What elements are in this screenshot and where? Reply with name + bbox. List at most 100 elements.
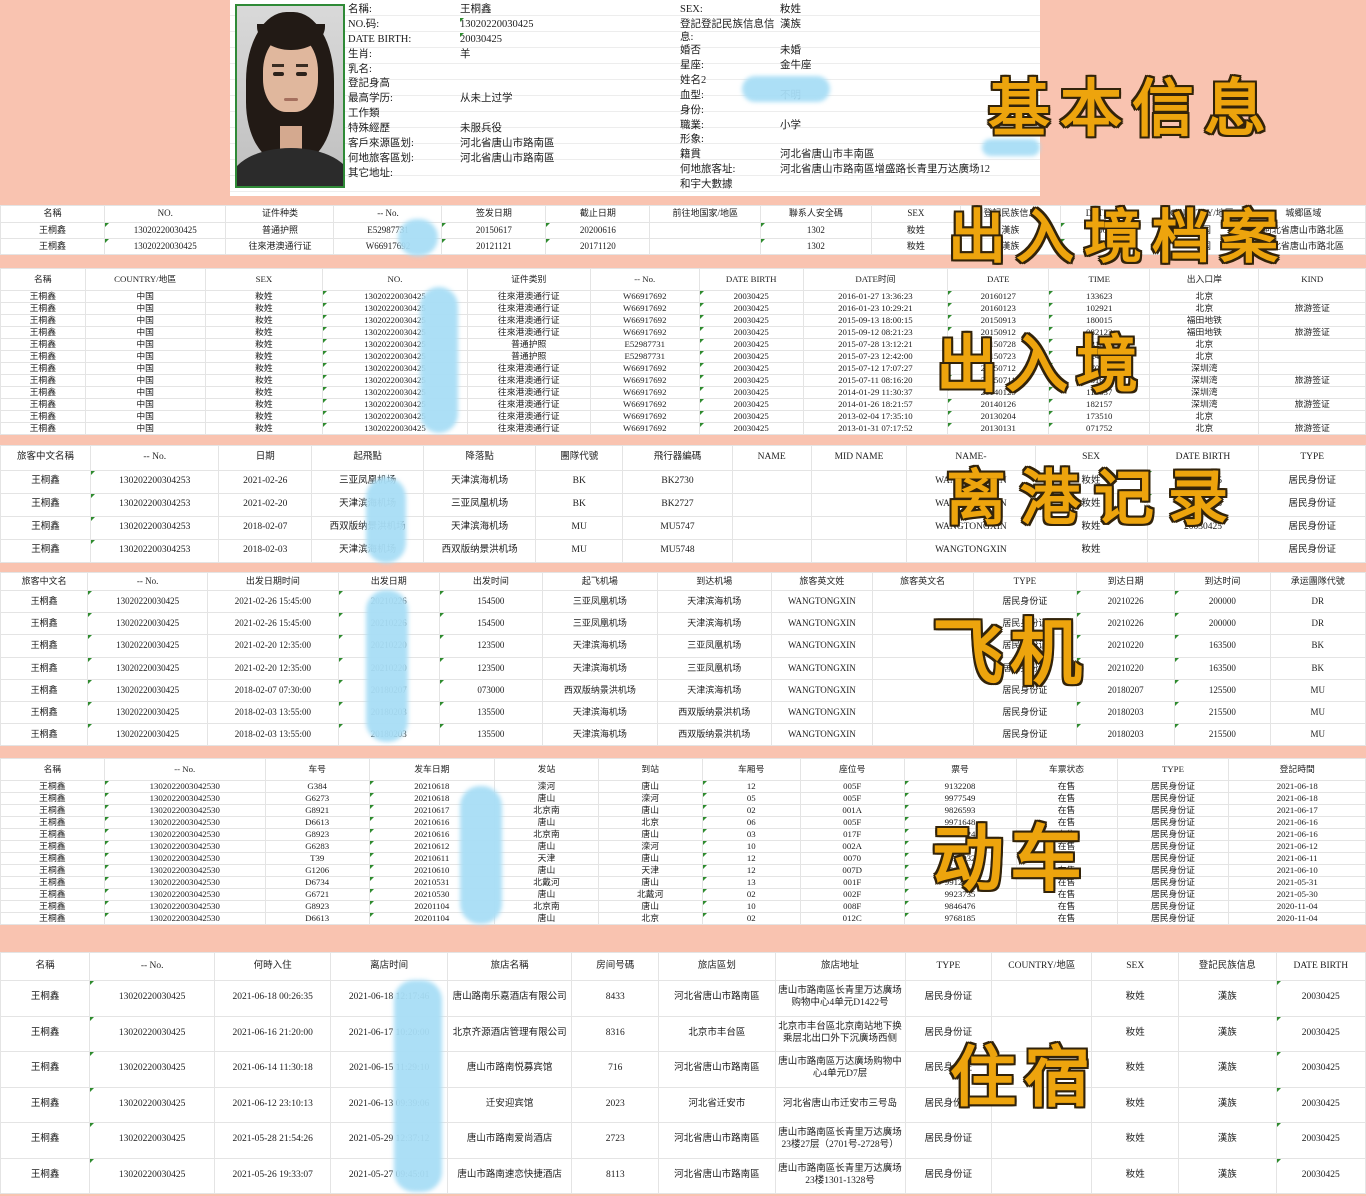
cell: WANGTONGXIN xyxy=(770,678,873,702)
column-header: TYPE xyxy=(972,572,1078,591)
cell: 20150617 xyxy=(441,222,547,239)
column-header: 离店时间 xyxy=(330,952,448,981)
cell: 漢族 xyxy=(1178,1157,1277,1194)
cell: D6613 xyxy=(264,815,370,829)
field-value: 20030425 xyxy=(460,32,678,46)
column-header: -- No. xyxy=(87,572,209,591)
field-value: 从未上过学 xyxy=(460,93,513,105)
cell: 中国 xyxy=(84,361,206,375)
cell: 13020220030425 xyxy=(103,222,227,239)
cell: 13020220030425 xyxy=(87,678,209,702)
cell: 居民身份证 xyxy=(904,1086,993,1123)
table-row: 王桐鑫 13020220030425 2021-05-26 19:33:07 2021… xyxy=(0,1157,1366,1194)
cell xyxy=(649,238,762,255)
cell: 唐山路南乐嘉酒店有限公司 xyxy=(446,980,573,1017)
cell: 往來港澳通行证 xyxy=(466,361,591,375)
cell: 天津 xyxy=(494,851,599,865)
cell: 13020220030425 xyxy=(87,612,209,636)
cell: E52987731 xyxy=(589,337,700,351)
cell: 居民身份证 xyxy=(904,1122,993,1159)
column-header: 旅客中文名稱 xyxy=(0,445,92,471)
cell: 20030425 xyxy=(1275,1015,1366,1052)
field-value: 未服兵役 xyxy=(460,123,502,135)
cell: MU xyxy=(1269,678,1366,702)
cell: 2021-02-26 15:45:00 xyxy=(207,589,339,614)
cell: 2015-07-12 17:07:27 xyxy=(802,361,949,375)
photo-brow xyxy=(272,64,284,67)
field-label: 何地旅客區划: xyxy=(348,152,414,164)
cell: 008F xyxy=(799,899,905,913)
cell: 20030425 xyxy=(1146,516,1260,540)
cell: 1302022003042530 xyxy=(103,863,266,877)
cell: 三亚凤凰机场 xyxy=(656,634,772,658)
table-row: 王桐鑫 13020220030425 2021-06-12 23:10:13 2021… xyxy=(0,1086,1366,1123)
column-header: 出发时间 xyxy=(438,572,544,591)
profile-field-row: 乳名: xyxy=(348,63,678,78)
column-header: 房间号碼 xyxy=(571,952,660,981)
cell: 001F xyxy=(799,875,905,889)
column-header: 出发日期 xyxy=(337,572,440,591)
cell: 13020220030425 xyxy=(103,238,227,255)
photo-eye xyxy=(273,72,284,76)
cell: 13 xyxy=(701,875,801,889)
cell: 深圳湾 xyxy=(1149,385,1260,399)
cell: 籹姓 xyxy=(1091,1086,1180,1123)
profile-field-row: 何地旅客址: 河北省唐山市路南區增盛路长青里万达廣场12 xyxy=(680,163,1038,178)
cell: 旅游签证 xyxy=(1258,301,1366,315)
cell: 唐山 xyxy=(597,851,703,865)
cell: 20030425 xyxy=(698,397,804,411)
cell: 西双版纳景洪机场 xyxy=(542,678,658,702)
cell: W66917692 xyxy=(589,385,700,399)
cell: 1302022003042530 xyxy=(103,780,266,793)
cell: 旅游签证 xyxy=(1258,421,1366,435)
table-flight-records: 旅客中文名 -- No. 出发日期时间 出发日期 出发时间 起飞机場 到达机場 旅客英文姓 旅客… xyxy=(0,572,1366,747)
cell: 在售 xyxy=(1015,803,1118,817)
cell: 20210220 xyxy=(1076,656,1176,680)
cell: 居民身份证 xyxy=(904,980,993,1017)
redaction-smudge-train-no xyxy=(460,786,502,924)
overlay-label-flight: 飞机 xyxy=(932,611,1089,695)
cell: 2021-06-18 00:26:35 xyxy=(213,980,332,1017)
cell: 中国 xyxy=(84,421,206,435)
photo-mouth xyxy=(284,98,298,101)
cell: 13020220030425 xyxy=(89,1086,215,1123)
cell xyxy=(1258,290,1366,303)
cell: 旅游签证 xyxy=(1258,325,1366,339)
cell: 往來港澳通行证 xyxy=(466,385,591,399)
cell: 2723 xyxy=(571,1122,660,1159)
column-header: 名稱 xyxy=(0,758,105,781)
column-header: SEX xyxy=(870,205,961,223)
cell: 182157 xyxy=(1048,397,1151,411)
column-header: 何時入住 xyxy=(213,952,332,981)
cell: 1302022003042530 xyxy=(103,851,266,865)
cell xyxy=(810,470,908,494)
table-row: 王桐鑫 中国 籹姓 13020220030425 普通护照 E52987731 200304… xyxy=(0,349,1366,363)
cell: 河北省唐山市路北區 xyxy=(1240,238,1366,255)
cell: 2014-01-26 18:21:57 xyxy=(802,397,949,411)
field-value: 王桐鑫 xyxy=(460,4,492,15)
table-row: 王桐鑫 13020220030425 2021-06-14 11:30:18 2021… xyxy=(0,1051,1366,1088)
cell: 8433 xyxy=(571,980,660,1017)
cell: 02 xyxy=(701,911,801,925)
cell: 唐山 xyxy=(494,815,599,829)
cell: 唐山 xyxy=(597,875,703,889)
cell: 唐山 xyxy=(597,780,703,793)
column-header: 名稱 xyxy=(0,268,86,291)
column-header: NO. xyxy=(103,205,227,223)
column-header: MID NAME xyxy=(810,445,908,471)
cell: 2018-02-07 07:30:00 xyxy=(207,678,339,702)
cell: BK xyxy=(535,470,624,494)
cell: 居民身份证 xyxy=(1258,539,1366,563)
cell: 居民身份证 xyxy=(904,1157,993,1194)
cell: 居民身份证 xyxy=(972,700,1078,725)
cell: 王桐鑫 xyxy=(0,539,92,563)
cell: W66917692 xyxy=(589,325,700,339)
field-value: 河北省唐山市路南區增盛路长青里万达廣场12 xyxy=(780,164,990,176)
table-row: 王桐鑫 13020220030425 2021-06-18 00:26:35 2021… xyxy=(0,980,1366,1017)
cell: 082123 xyxy=(1048,325,1151,339)
cell: 天津滨海机场 xyxy=(542,700,658,725)
cell: WANGTONGXIN xyxy=(770,700,873,725)
